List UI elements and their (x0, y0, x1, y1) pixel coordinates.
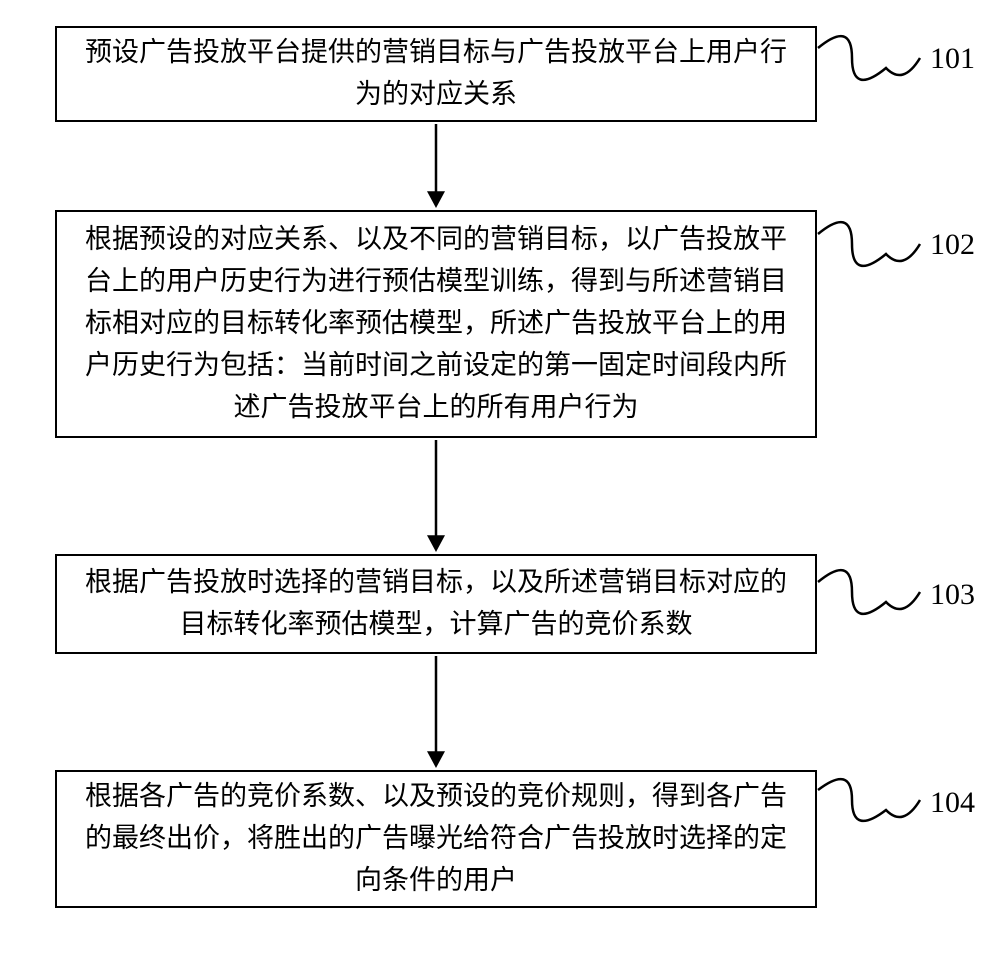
arrow-103-104 (0, 0, 1000, 953)
flowchart-container: 预设广告投放平台提供的营销目标与广告投放平台上用户行为的对应关系101根据预设的… (0, 0, 1000, 953)
